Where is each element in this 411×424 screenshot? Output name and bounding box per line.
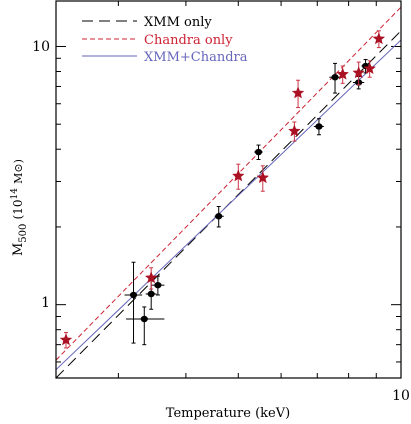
legend-label-chandra-only: Chandra only <box>144 33 233 48</box>
chandra-marker <box>352 66 366 79</box>
xmm-marker <box>315 123 323 130</box>
chandra-marker <box>363 62 377 75</box>
y-axis-label-sym: M⊙) <box>12 159 25 184</box>
chandra-marker <box>231 169 245 182</box>
xmm-marker <box>147 290 155 298</box>
xmm-marker <box>154 281 162 289</box>
axis-ticks <box>56 1 402 378</box>
y-axis-label-exp: 14 <box>10 188 20 200</box>
x-tick-label-10: 10 <box>392 388 410 404</box>
y-axis-label-units: (10 <box>11 200 25 220</box>
legend: XMM only Chandra only XMM+Chandra <box>82 15 248 65</box>
plot-frame <box>55 0 402 379</box>
xmm-marker <box>215 213 223 220</box>
y-axis-label: M500 (1014 M⊙) <box>10 159 29 256</box>
chandra-point <box>59 332 73 349</box>
y-tick-label-1: 1 <box>41 295 50 311</box>
chandra-marker <box>59 333 73 346</box>
chandra-point <box>288 121 301 142</box>
chandra-point <box>372 30 386 49</box>
xmm-marker <box>254 148 263 156</box>
y-tick-label-10: 10 <box>32 39 50 55</box>
xmm-marker <box>129 291 138 299</box>
chandra-point <box>144 267 158 290</box>
xmm-marker <box>331 74 339 81</box>
xmm-point <box>313 118 324 136</box>
chandra-marker <box>256 171 270 184</box>
xmm-point <box>124 261 143 344</box>
chandra-marker <box>144 271 158 284</box>
legend-label-xmm-only: XMM only <box>144 15 212 30</box>
chandra-point <box>231 163 245 190</box>
y-axis-label-sub: 500 <box>18 224 29 243</box>
xmm-point <box>151 275 165 296</box>
chandra-point <box>363 60 377 78</box>
chandra-marker <box>288 124 301 137</box>
y-axis-label-main: M <box>11 243 26 256</box>
svg-text:M500 (1014 M⊙): M500 (1014 M⊙) <box>10 159 29 256</box>
xmm-point <box>214 205 224 228</box>
xmm-point <box>254 144 263 160</box>
data-points <box>59 30 386 349</box>
chandra-marker <box>336 67 350 80</box>
legend-label-xmm-chandra: XMM+Chandra <box>144 50 248 65</box>
chandra-point <box>291 79 305 109</box>
fit-line-xmm-chandra <box>56 39 401 371</box>
chandra-point <box>256 165 270 192</box>
x-axis-label: Temperature (keV) <box>166 406 290 421</box>
xmm-marker <box>140 315 148 323</box>
chandra-marker <box>291 86 305 99</box>
chandra-point <box>336 65 350 84</box>
xmm-point <box>126 306 165 346</box>
chandra-marker <box>372 32 386 45</box>
chandra-point <box>352 61 366 86</box>
